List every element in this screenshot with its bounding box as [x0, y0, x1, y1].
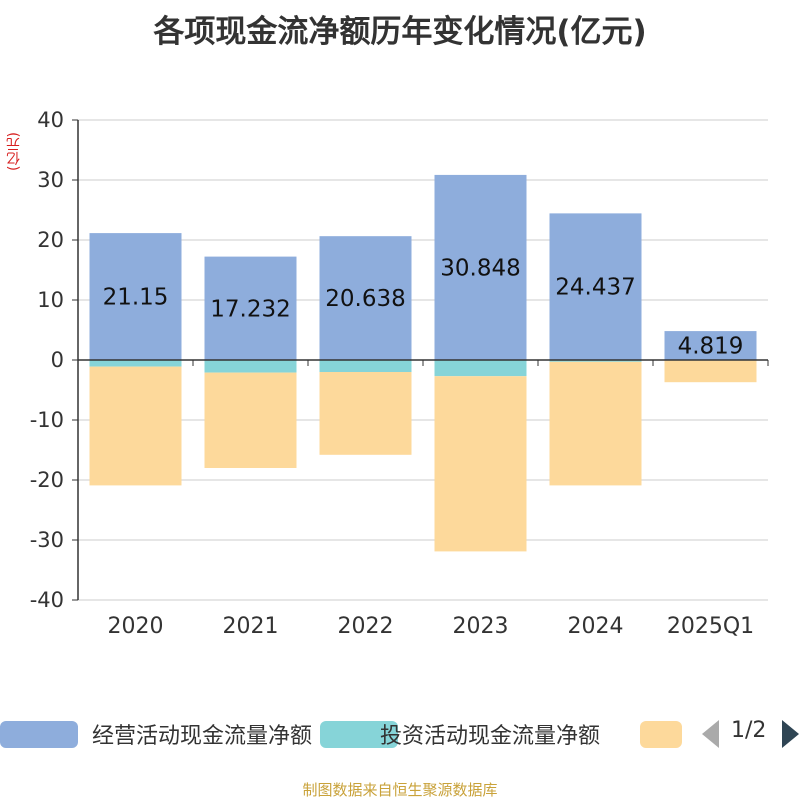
legend: 经营活动现金流量净额 投资活动现金流量净额 1/2	[0, 716, 800, 756]
bar-financing	[89, 366, 182, 486]
y-tick-label: 40	[37, 108, 64, 132]
y-tick-label: -30	[30, 528, 64, 552]
y-tick-label: -10	[30, 408, 64, 432]
x-tick-label: 2025Q1	[667, 614, 754, 639]
y-tick-label: 20	[37, 228, 64, 252]
bar-operating	[319, 236, 412, 360]
bar-operating	[89, 233, 182, 360]
bar-investing	[434, 360, 527, 377]
bar-financing	[319, 372, 412, 455]
bar-operating	[549, 213, 642, 360]
legend-swatch-operating	[0, 721, 78, 748]
data-label: 24.437	[555, 275, 635, 301]
data-source-note: 制图数据来自恒生聚源数据库	[302, 781, 498, 799]
x-tick-label: 2023	[453, 614, 509, 639]
legend-page-indicator: 1/2	[731, 718, 767, 743]
legend-prev-page-arrow-icon[interactable]	[702, 720, 719, 748]
bar-financing	[664, 360, 757, 383]
data-label: 17.232	[210, 296, 290, 322]
legend-swatch-financing	[640, 721, 682, 748]
data-label: 20.638	[325, 286, 405, 312]
legend-next-page-arrow-icon[interactable]	[782, 720, 799, 748]
bar-investing	[89, 360, 182, 367]
x-tick-label: 2024	[568, 614, 624, 639]
bar-chart: 40 30 20 10 0 -10 -20 -30 -40 21.15 17.232 20.638 30…	[30, 108, 769, 639]
x-tick-label: 2020	[108, 614, 164, 639]
y-tick-label: -40	[30, 588, 64, 612]
bar-investing	[319, 360, 412, 372]
data-label: 30.848	[440, 255, 520, 281]
chart-title: 各项现金流净额历年变化情况(亿元)	[153, 14, 647, 50]
bar-operating	[664, 331, 757, 360]
x-tick-label: 2021	[223, 614, 279, 639]
x-tick-label: 2022	[338, 614, 394, 639]
y-tick-label: 0	[51, 348, 64, 372]
y-tick-label: -20	[30, 468, 64, 492]
bar-investing	[549, 360, 642, 362]
data-label: 4.819	[678, 334, 744, 360]
legend-label-investing: 投资活动现金流量净额	[380, 724, 601, 749]
bar-operating	[434, 174, 527, 360]
bar-financing	[204, 372, 297, 468]
y-tick-label: 10	[37, 288, 64, 312]
data-label: 21.15	[103, 285, 169, 311]
y-tick-label: 30	[37, 168, 64, 192]
bar-operating	[204, 256, 297, 360]
bar-financing	[549, 361, 642, 486]
legend-swatch-investing	[320, 721, 398, 748]
bar-investing	[204, 360, 297, 373]
bar-financing	[434, 376, 527, 552]
legend-label-operating: 经营活动现金流量净额	[92, 724, 313, 749]
